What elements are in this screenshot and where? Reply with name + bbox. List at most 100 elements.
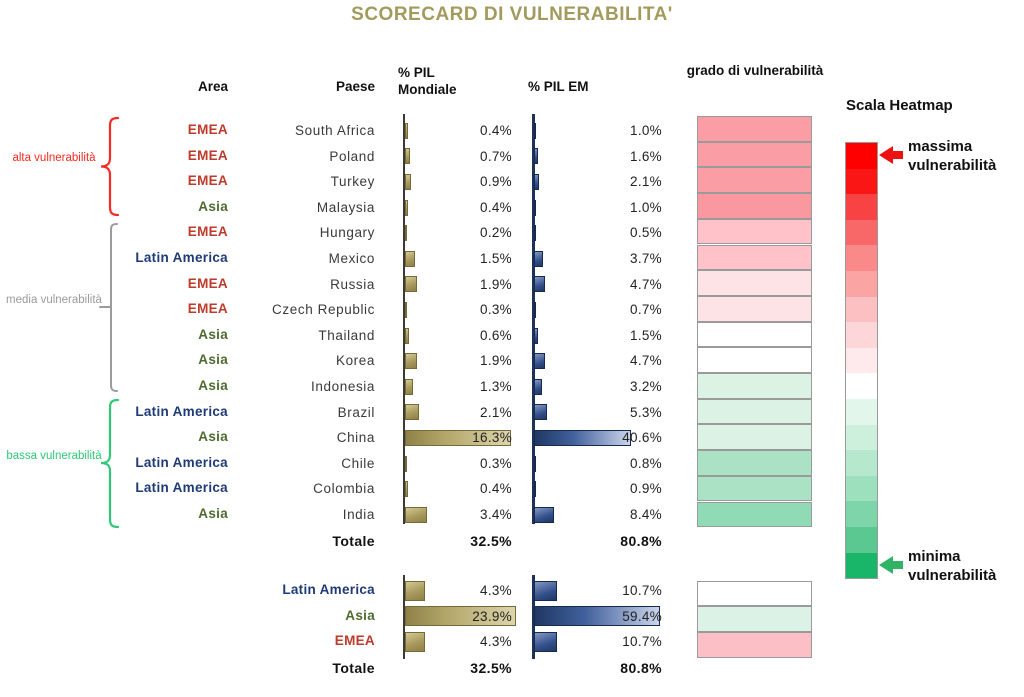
group-label-alta: alta vulnerabilità bbox=[12, 152, 96, 164]
min-vulnerability-arrow-icon bbox=[879, 556, 903, 574]
heatmap-scale-step bbox=[846, 194, 877, 220]
pil-mondiale-bar bbox=[405, 506, 428, 523]
pil-mondiale-bar bbox=[405, 276, 418, 293]
totale-pil-em: 80.8% bbox=[620, 533, 662, 549]
area-label: Latin America bbox=[135, 480, 228, 496]
pil-mondiale-value: 0.4% bbox=[480, 123, 512, 138]
pil-em-value: 0.8% bbox=[630, 455, 662, 471]
pil-em-bar bbox=[534, 455, 536, 472]
heatmap-scale-step bbox=[846, 270, 877, 297]
country-name: Czech Republic bbox=[272, 302, 375, 318]
summary-pil-mondiale-bar bbox=[405, 632, 425, 653]
summary-heatmap-cell bbox=[697, 580, 812, 607]
pil-mondiale-bar bbox=[405, 250, 415, 267]
heatmap-cell bbox=[697, 424, 812, 451]
pil-em-bar bbox=[534, 225, 536, 242]
heatmap-scale-step bbox=[846, 501, 877, 527]
summary-pil-mondiale-bar bbox=[405, 580, 425, 601]
heatmap-cell bbox=[697, 398, 812, 425]
pil-mondiale-bar bbox=[405, 199, 408, 216]
country-name: India bbox=[342, 507, 375, 522]
totale-row: Totale 32.5% 80.8% bbox=[0, 528, 1024, 554]
pil-mondiale-bar bbox=[405, 148, 410, 165]
country-name: Russia bbox=[330, 276, 375, 292]
country-name: Chile bbox=[341, 455, 375, 471]
heatmap-cell bbox=[697, 141, 812, 168]
summary-pil-mondiale-value: 23.9% bbox=[472, 608, 512, 624]
heatmap-cell bbox=[697, 450, 812, 476]
table-row: EMEA South Africa 0.4% 1.0% bbox=[0, 118, 1024, 144]
pil-em-value: 0.5% bbox=[630, 225, 662, 241]
page-title: SCORECARD DI VULNERABILITA' bbox=[351, 4, 673, 25]
pil-em-value: 1.5% bbox=[630, 327, 662, 343]
country-name: Indonesia bbox=[311, 379, 375, 394]
area-label: Asia bbox=[198, 326, 228, 342]
pil-em-bar bbox=[534, 173, 540, 190]
pil-em-bar bbox=[534, 301, 536, 318]
area-label: EMEA bbox=[187, 173, 228, 189]
heatmap-cell bbox=[697, 295, 812, 322]
summary-pil-em-value: 10.7% bbox=[622, 583, 662, 598]
pil-em-bar bbox=[534, 199, 537, 216]
group-label-bassa: bassa vulnerabilità bbox=[6, 450, 102, 462]
heatmap-cell bbox=[697, 373, 812, 399]
group-label-media: media vulnerabilità bbox=[6, 294, 102, 306]
summary-row: Asia 23.9% 59.4% bbox=[0, 604, 1024, 630]
pil-mondiale-value: 0.2% bbox=[480, 225, 512, 241]
summary-heatmap-cell bbox=[697, 606, 812, 632]
pil-em-value: 5.3% bbox=[630, 404, 662, 420]
totale-pil-mondiale: 32.5% bbox=[470, 533, 512, 549]
pil-em-bar bbox=[534, 429, 632, 446]
area-label: Asia bbox=[198, 352, 228, 368]
area-label: Latin America bbox=[135, 250, 228, 265]
country-name: Poland bbox=[329, 148, 375, 164]
column-header-pil-em: % PIL EM bbox=[528, 79, 589, 94]
table-row: EMEA Russia 1.9% 4.7% bbox=[0, 272, 1024, 298]
pil-em-bar bbox=[534, 378, 542, 395]
pil-mondiale-value: 0.3% bbox=[480, 302, 512, 318]
table-row: Latin America Mexico 1.5% 3.7% bbox=[0, 246, 1024, 272]
pil-mondiale-value: 1.3% bbox=[480, 379, 512, 394]
pil-em-value: 40.6% bbox=[622, 430, 662, 446]
heatmap-scale-step bbox=[846, 322, 877, 348]
heatmap-cell bbox=[697, 347, 812, 373]
summary-pil-em-value: 10.7% bbox=[622, 634, 662, 650]
heatmap-scale-step bbox=[846, 168, 877, 195]
heatmap-cell bbox=[697, 244, 812, 271]
heatmap-scale-step bbox=[846, 398, 877, 425]
heatmap-scale-step bbox=[846, 526, 877, 553]
pil-em-bar bbox=[534, 506, 555, 523]
table-row: Asia China 16.3% 40.6% bbox=[0, 425, 1024, 451]
table-row: Asia Thailand 0.6% 1.5% bbox=[0, 323, 1024, 349]
pil-em-value: 8.4% bbox=[630, 507, 662, 522]
table-row: Asia Indonesia 1.3% 3.2% bbox=[0, 374, 1024, 400]
pil-mondiale-value: 0.7% bbox=[480, 148, 512, 164]
table-row: EMEA Poland 0.7% 1.6% bbox=[0, 144, 1024, 170]
pil-mondiale-bar bbox=[405, 122, 408, 139]
heatmap-scale-step bbox=[846, 450, 877, 476]
pil-em-bar bbox=[534, 481, 537, 498]
column-header-pil-mondiale: % PIL Mondiale bbox=[398, 65, 457, 97]
pil-mondiale-value: 1.5% bbox=[480, 251, 512, 266]
summary-pil-em-bar bbox=[534, 606, 660, 627]
pil-em-bar bbox=[534, 122, 537, 139]
totale-label: Totale bbox=[332, 533, 375, 549]
summary-pil-mondiale-axis bbox=[403, 575, 405, 659]
pil-mondiale-bar bbox=[405, 173, 411, 190]
pil-em-value: 4.7% bbox=[630, 276, 662, 292]
pil-mondiale-value: 2.1% bbox=[480, 404, 512, 420]
heatmap-scale-step bbox=[846, 373, 877, 399]
pil-mondiale-value: 1.9% bbox=[480, 276, 512, 292]
area-label: Asia bbox=[198, 198, 228, 214]
pil-mondiale-value: 0.9% bbox=[480, 174, 512, 190]
heatmap-scale-step bbox=[846, 143, 877, 169]
pil-mondiale-value: 0.6% bbox=[480, 327, 512, 343]
column-header-paese: Paese bbox=[335, 79, 375, 94]
pil-em-value: 1.0% bbox=[630, 123, 662, 138]
country-name: Brazil bbox=[337, 404, 375, 420]
area-label: Latin America bbox=[135, 454, 228, 470]
pil-em-value: 3.2% bbox=[630, 379, 662, 394]
summary-pil-mondiale-bar bbox=[405, 606, 517, 627]
summary-totale-label: Totale bbox=[332, 660, 375, 676]
